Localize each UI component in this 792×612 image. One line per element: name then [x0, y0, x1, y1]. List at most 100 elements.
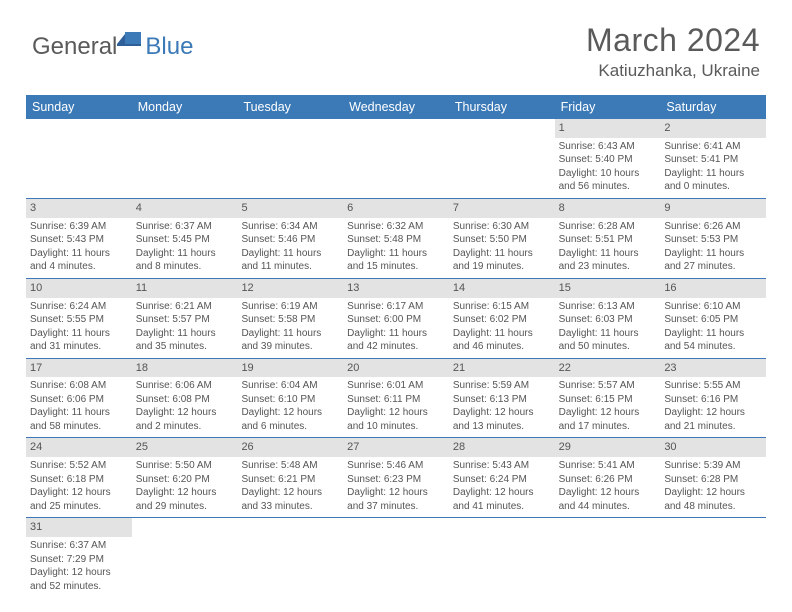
- day-line: Daylight: 11 hours and 42 minutes.: [347, 327, 445, 354]
- day-number: 15: [555, 279, 661, 298]
- day-number: 14: [449, 279, 555, 298]
- logo-text-blue: Blue: [145, 33, 193, 61]
- day-cell: [26, 119, 132, 198]
- day-body: Sunrise: 5:43 AMSunset: 6:24 PMDaylight:…: [449, 457, 555, 517]
- day-line: Sunrise: 6:10 AM: [664, 300, 762, 314]
- day-line: Sunrise: 6:17 AM: [347, 300, 445, 314]
- day-number: 7: [449, 199, 555, 218]
- day-body: Sunrise: 6:32 AMSunset: 5:48 PMDaylight:…: [343, 218, 449, 278]
- day-line: Daylight: 11 hours and 8 minutes.: [136, 247, 234, 274]
- day-line: Sunrise: 6:28 AM: [559, 220, 657, 234]
- day-number: [237, 518, 343, 534]
- week-row: 10Sunrise: 6:24 AMSunset: 5:55 PMDayligh…: [26, 279, 766, 359]
- day-line: Daylight: 11 hours and 15 minutes.: [347, 247, 445, 274]
- day-line: Sunrise: 6:06 AM: [136, 379, 234, 393]
- day-line: Sunrise: 6:34 AM: [241, 220, 339, 234]
- day-line: Sunrise: 6:32 AM: [347, 220, 445, 234]
- day-line: Sunset: 6:21 PM: [241, 473, 339, 487]
- day-line: Sunset: 6:10 PM: [241, 393, 339, 407]
- day-cell: 13Sunrise: 6:17 AMSunset: 6:00 PMDayligh…: [343, 279, 449, 358]
- day-line: Sunset: 6:15 PM: [559, 393, 657, 407]
- day-line: Sunset: 6:05 PM: [664, 313, 762, 327]
- week-row: 1Sunrise: 6:43 AMSunset: 5:40 PMDaylight…: [26, 119, 766, 199]
- day-line: Sunrise: 6:13 AM: [559, 300, 657, 314]
- day-cell: [343, 119, 449, 198]
- day-cell: 16Sunrise: 6:10 AMSunset: 6:05 PMDayligh…: [660, 279, 766, 358]
- day-body: Sunrise: 6:26 AMSunset: 5:53 PMDaylight:…: [660, 218, 766, 278]
- day-line: Sunrise: 5:48 AM: [241, 459, 339, 473]
- day-line: Daylight: 11 hours and 11 minutes.: [241, 247, 339, 274]
- logo-text-general: General: [32, 33, 117, 61]
- day-line: Sunset: 6:11 PM: [347, 393, 445, 407]
- day-number: 9: [660, 199, 766, 218]
- day-line: Sunrise: 6:37 AM: [30, 539, 128, 553]
- day-number: 19: [237, 359, 343, 378]
- day-body: Sunrise: 5:46 AMSunset: 6:23 PMDaylight:…: [343, 457, 449, 517]
- day-body: [132, 135, 238, 183]
- day-cell: 25Sunrise: 5:50 AMSunset: 6:20 PMDayligh…: [132, 438, 238, 517]
- day-header-cell: Tuesday: [237, 95, 343, 119]
- day-body: Sunrise: 6:37 AMSunset: 5:45 PMDaylight:…: [132, 218, 238, 278]
- day-cell: 6Sunrise: 6:32 AMSunset: 5:48 PMDaylight…: [343, 199, 449, 278]
- day-line: Sunset: 6:16 PM: [664, 393, 762, 407]
- day-number: [26, 119, 132, 135]
- day-body: Sunrise: 5:39 AMSunset: 6:28 PMDaylight:…: [660, 457, 766, 517]
- day-line: Sunrise: 6:08 AM: [30, 379, 128, 393]
- day-line: Sunset: 6:23 PM: [347, 473, 445, 487]
- day-body: Sunrise: 6:08 AMSunset: 6:06 PMDaylight:…: [26, 377, 132, 437]
- day-body: [343, 135, 449, 183]
- day-cell: 14Sunrise: 6:15 AMSunset: 6:02 PMDayligh…: [449, 279, 555, 358]
- day-number: 3: [26, 199, 132, 218]
- day-line: Sunrise: 6:39 AM: [30, 220, 128, 234]
- day-body: [660, 534, 766, 582]
- day-number: [555, 518, 661, 534]
- day-line: Sunrise: 5:39 AM: [664, 459, 762, 473]
- day-cell: 1Sunrise: 6:43 AMSunset: 5:40 PMDaylight…: [555, 119, 661, 198]
- day-line: Sunset: 5:41 PM: [664, 153, 762, 167]
- day-body: Sunrise: 5:57 AMSunset: 6:15 PMDaylight:…: [555, 377, 661, 437]
- day-line: Sunrise: 6:41 AM: [664, 140, 762, 154]
- day-number: 21: [449, 359, 555, 378]
- day-body: Sunrise: 5:41 AMSunset: 6:26 PMDaylight:…: [555, 457, 661, 517]
- day-line: Daylight: 11 hours and 23 minutes.: [559, 247, 657, 274]
- day-cell: 27Sunrise: 5:46 AMSunset: 6:23 PMDayligh…: [343, 438, 449, 517]
- day-number: 4: [132, 199, 238, 218]
- day-number: [237, 119, 343, 135]
- day-number: 2: [660, 119, 766, 138]
- day-number: 29: [555, 438, 661, 457]
- day-line: Daylight: 12 hours and 52 minutes.: [30, 566, 128, 593]
- day-cell: 31Sunrise: 6:37 AMSunset: 7:29 PMDayligh…: [26, 518, 132, 597]
- day-line: Daylight: 11 hours and 35 minutes.: [136, 327, 234, 354]
- day-body: Sunrise: 6:19 AMSunset: 5:58 PMDaylight:…: [237, 298, 343, 358]
- day-number: 12: [237, 279, 343, 298]
- day-line: Daylight: 12 hours and 13 minutes.: [453, 406, 551, 433]
- day-cell: 20Sunrise: 6:01 AMSunset: 6:11 PMDayligh…: [343, 359, 449, 438]
- day-cell: 28Sunrise: 5:43 AMSunset: 6:24 PMDayligh…: [449, 438, 555, 517]
- day-body: [237, 135, 343, 183]
- day-number: 30: [660, 438, 766, 457]
- month-title: March 2024: [586, 22, 760, 59]
- day-number: 1: [555, 119, 661, 138]
- location: Katiuzhanka, Ukraine: [586, 61, 760, 81]
- day-number: 25: [132, 438, 238, 457]
- day-line: Sunset: 7:29 PM: [30, 553, 128, 567]
- day-line: Daylight: 11 hours and 31 minutes.: [30, 327, 128, 354]
- day-line: Daylight: 12 hours and 2 minutes.: [136, 406, 234, 433]
- day-cell: 30Sunrise: 5:39 AMSunset: 6:28 PMDayligh…: [660, 438, 766, 517]
- day-line: Sunset: 6:08 PM: [136, 393, 234, 407]
- day-number: 18: [132, 359, 238, 378]
- title-block: March 2024 Katiuzhanka, Ukraine: [586, 22, 760, 81]
- day-body: Sunrise: 6:10 AMSunset: 6:05 PMDaylight:…: [660, 298, 766, 358]
- day-cell: 19Sunrise: 6:04 AMSunset: 6:10 PMDayligh…: [237, 359, 343, 438]
- day-line: Sunset: 5:40 PM: [559, 153, 657, 167]
- day-line: Daylight: 12 hours and 29 minutes.: [136, 486, 234, 513]
- day-number: [343, 518, 449, 534]
- header: General Blue March 2024 Katiuzhanka, Ukr…: [0, 0, 792, 89]
- day-number: 16: [660, 279, 766, 298]
- day-cell: [449, 119, 555, 198]
- day-number: 8: [555, 199, 661, 218]
- day-cell: [343, 518, 449, 597]
- day-cell: [237, 119, 343, 198]
- day-line: Sunrise: 5:59 AM: [453, 379, 551, 393]
- day-line: Sunset: 5:45 PM: [136, 233, 234, 247]
